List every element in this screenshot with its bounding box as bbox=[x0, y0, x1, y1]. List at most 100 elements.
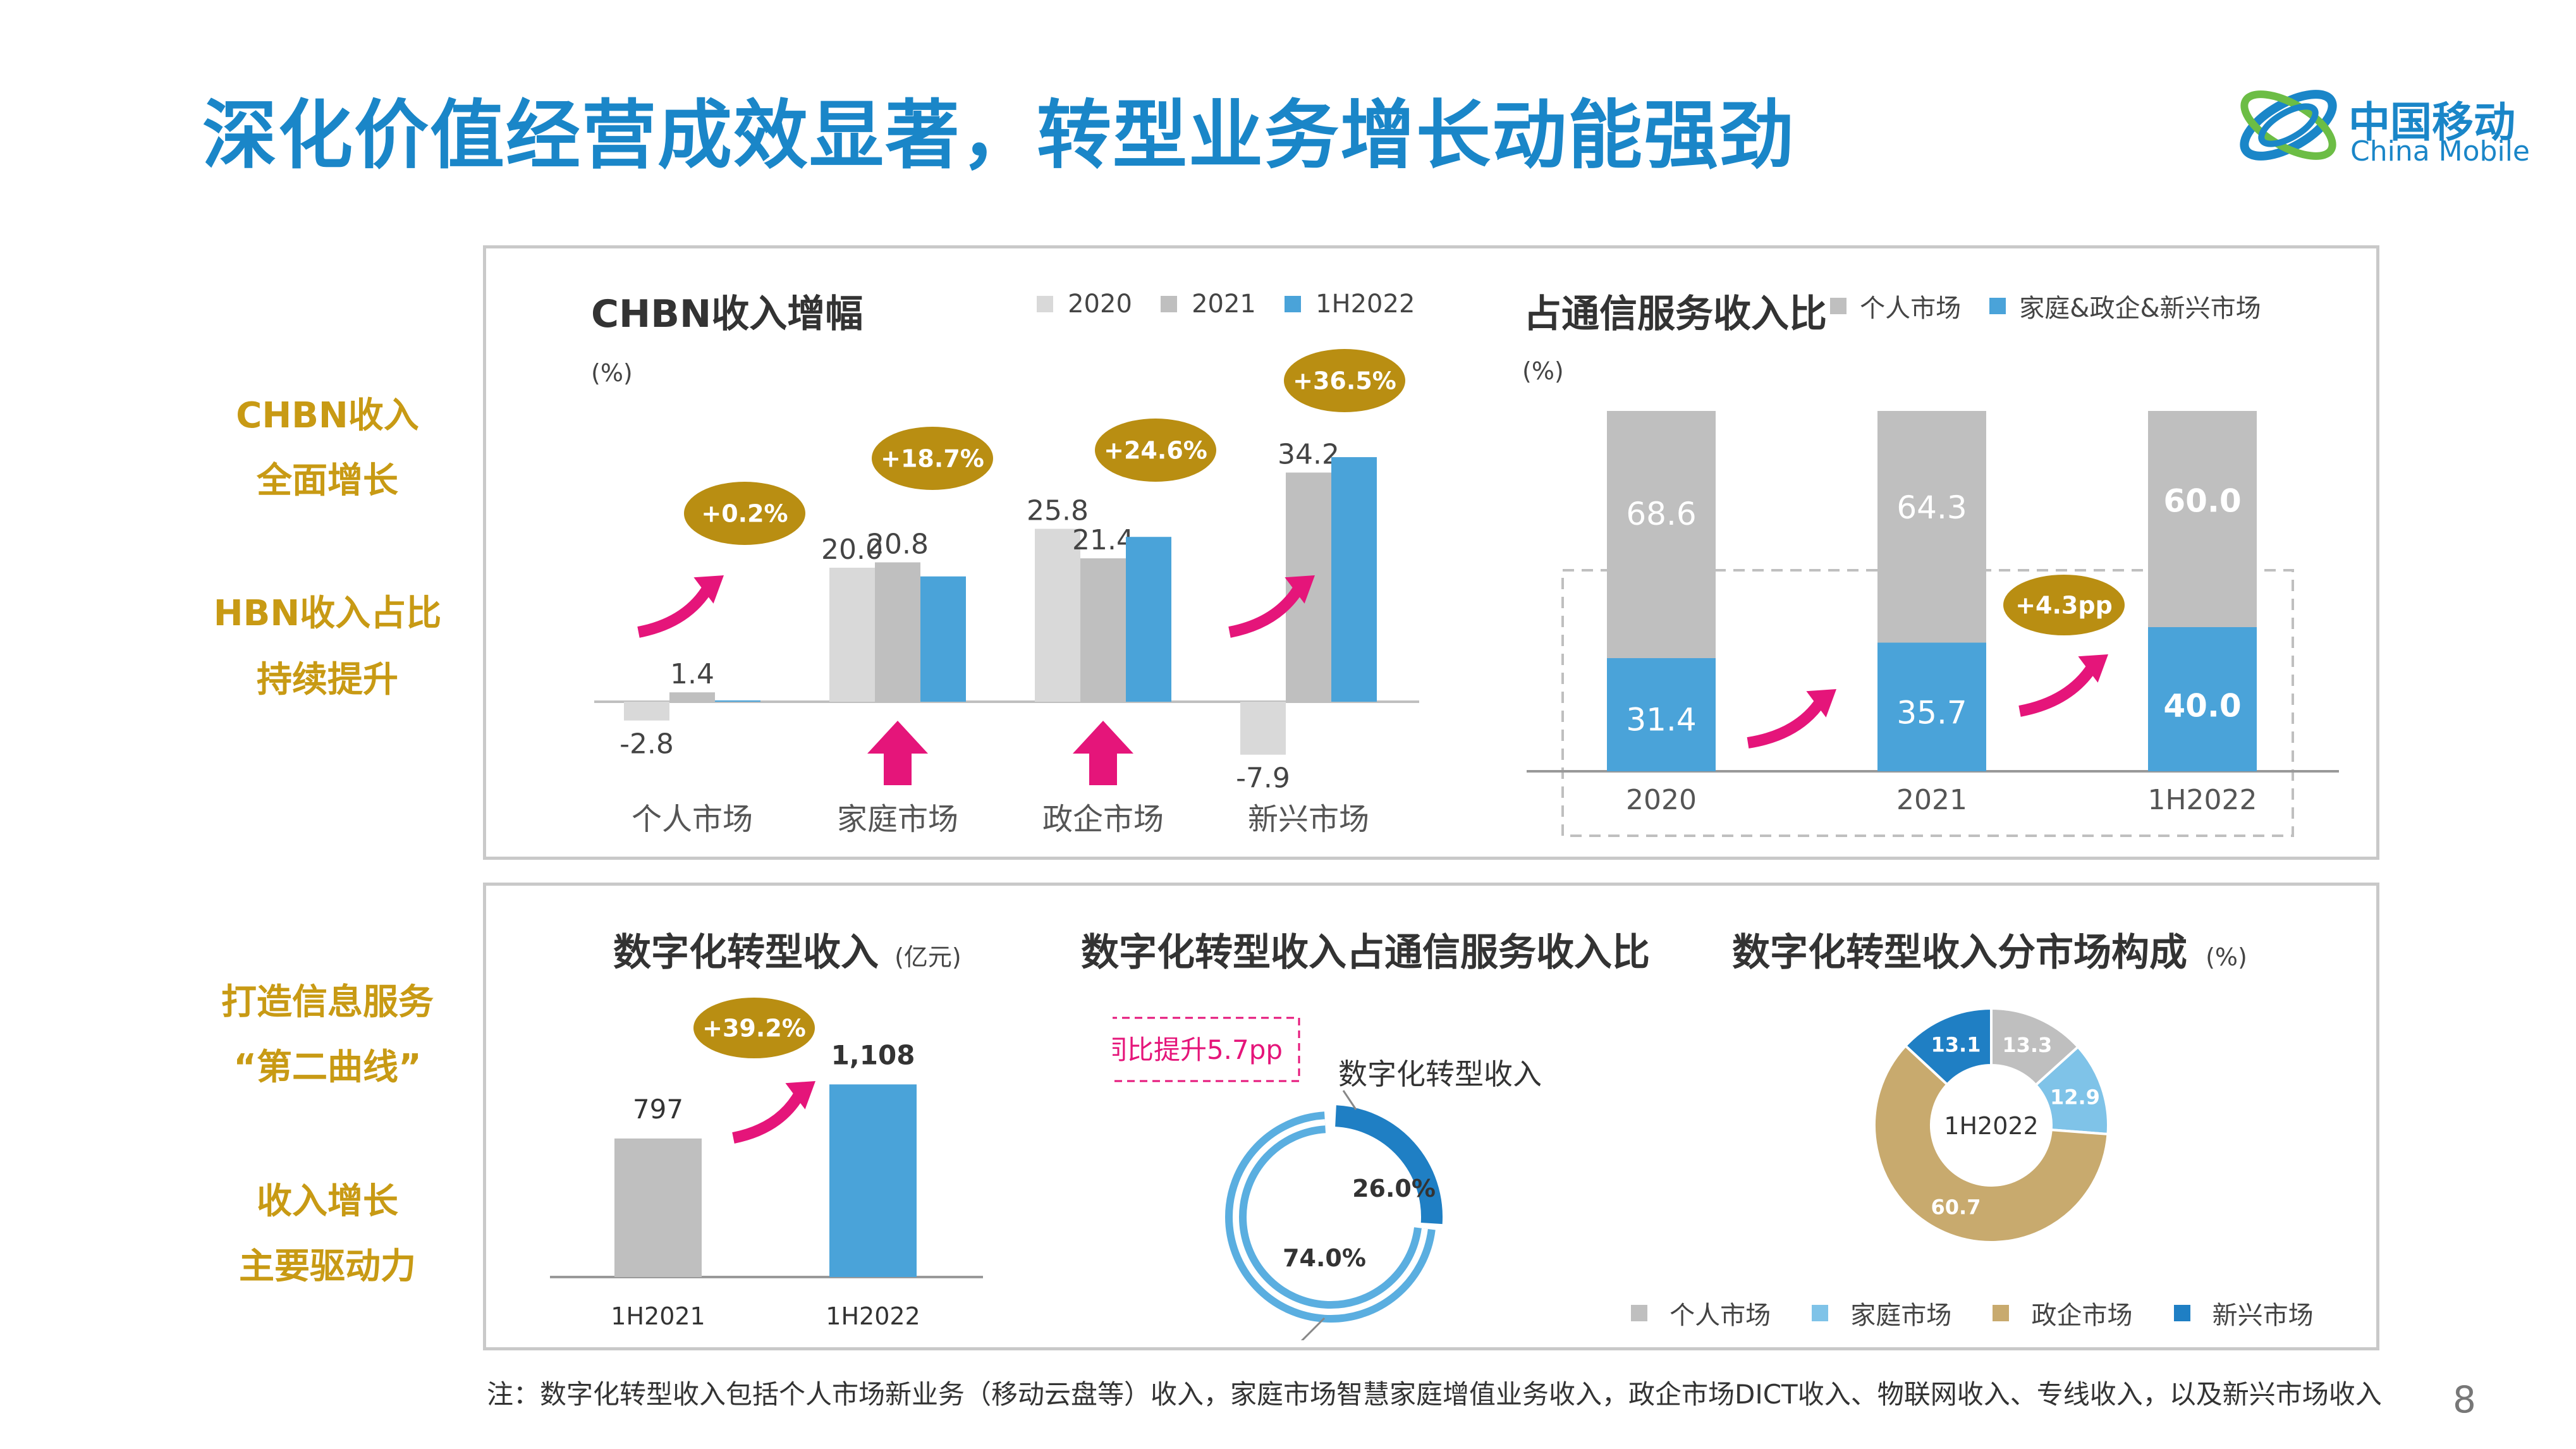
side-label-info-1: 打造信息服务 bbox=[221, 982, 434, 1023]
chbn-curve-arrow-emerging bbox=[1228, 575, 1315, 638]
share-bubble-label: +4.3pp bbox=[2015, 591, 2113, 619]
share-bubble bbox=[2003, 575, 2125, 635]
composition-value-2: 60.7 bbox=[1931, 1195, 1981, 1219]
side-label-hbn-1: HBN收入占比 bbox=[213, 593, 442, 634]
composition-title: 数字化转型收入分市场构成 bbox=[1732, 931, 2187, 975]
composition-legend: 个人市场 家庭市场 政企市场 新兴市场 bbox=[1631, 1295, 2314, 1331]
share-category-0: 2020 bbox=[1626, 784, 1697, 816]
chbn-unit: (%) bbox=[591, 359, 633, 387]
legend-emerging: 新兴市场 bbox=[2212, 1301, 2314, 1330]
chbn-bar-1-0 bbox=[829, 568, 875, 702]
chbn-bar-1-1 bbox=[875, 562, 920, 702]
share-bar-hbn-0 bbox=[1607, 658, 1716, 771]
donut-annotation-box bbox=[1113, 1017, 1300, 1082]
chbn-bar-0-1 bbox=[669, 692, 715, 702]
top-panel bbox=[483, 245, 2379, 860]
digital-category-1: 1H2022 bbox=[826, 1302, 920, 1330]
chbn-bubble-personal-label: +0.2% bbox=[701, 499, 788, 527]
chbn-bar-2-1 bbox=[1080, 558, 1126, 702]
donut-annotation-text: 同比提升5.7pp bbox=[1113, 1034, 1283, 1065]
chbn-category-2: 政企市场 bbox=[1042, 802, 1164, 837]
share-curve-arrow-1 bbox=[1747, 689, 1836, 749]
legend-home: 家庭市场 bbox=[1850, 1301, 1952, 1330]
chbn-chart-title: CHBN收入增幅 bbox=[591, 292, 864, 336]
share-legend: 个人市场 家庭&政企&新兴市场 bbox=[1830, 288, 2261, 324]
chbn-value-0-0: -2.8 bbox=[620, 728, 674, 761]
donut-leader-other bbox=[1300, 1317, 1326, 1340]
side-label-chbn-2: 全面增长 bbox=[257, 460, 398, 501]
chbn-bubble-home-label: +18.7% bbox=[881, 444, 984, 472]
share-unit: (%) bbox=[1522, 357, 1564, 385]
chbn-bar-0-2 bbox=[715, 700, 760, 702]
donut-leader-digital bbox=[1342, 1090, 1357, 1110]
share-curve-arrow-2 bbox=[2018, 654, 2108, 717]
legend-label-2021: 2021 bbox=[1192, 290, 1256, 319]
logo-text-cn: 中国移动 bbox=[2348, 98, 2515, 147]
legend-personal: 个人市场 bbox=[1670, 1301, 1771, 1330]
donut-label-digital: 数字化转型收入 bbox=[1338, 1057, 1542, 1091]
share-value-personal-1: 64.3 bbox=[1896, 489, 1967, 526]
digital-chart-title: 数字化转型收入 bbox=[613, 931, 879, 975]
share-category-1: 2021 bbox=[1896, 784, 1967, 816]
chbn-value-2-0: 25.8 bbox=[1027, 495, 1089, 527]
composition-donut: 13.3 12.9 60.7 13.1 1H2022 bbox=[1873, 1006, 2109, 1244]
composition-value-0: 13.3 bbox=[2002, 1033, 2052, 1057]
share-value-personal-2: 60.0 bbox=[2163, 483, 2241, 520]
chbn-bubble-emerging bbox=[1284, 349, 1405, 412]
chbn-up-arrow-2 bbox=[1073, 721, 1133, 785]
chbn-bubble-enterprise-label: +24.6% bbox=[1104, 436, 1207, 464]
chbn-bar-3-2 bbox=[1331, 457, 1377, 702]
chbn-value-2-1: 21.4 bbox=[1072, 524, 1134, 556]
chbn-bar-2-0 bbox=[1035, 529, 1080, 702]
chbn-bubble-home bbox=[872, 427, 993, 490]
digital-unit: (亿元) bbox=[894, 943, 961, 971]
side-label-chbn-1: CHBN收入 bbox=[236, 395, 419, 436]
composition-unit: (%) bbox=[2206, 943, 2247, 971]
chbn-legend: 2020 2021 1H2022 bbox=[1037, 290, 1415, 319]
digital-bubble bbox=[693, 998, 815, 1058]
share-bar-personal-2 bbox=[2148, 411, 2257, 627]
chbn-value-3-1: 34.2 bbox=[1278, 438, 1340, 470]
chbn-up-arrow-1 bbox=[867, 721, 928, 785]
composition-value-3: 13.1 bbox=[1931, 1033, 1981, 1057]
chbn-value-0-1: 1.4 bbox=[670, 658, 714, 690]
legend-label-personal: 个人市场 bbox=[1860, 294, 1962, 323]
side-label-info-2: “第二曲线” bbox=[233, 1047, 422, 1088]
chbn-category-1: 家庭市场 bbox=[837, 802, 958, 837]
chbn-value-1-1: 20.8 bbox=[867, 529, 929, 561]
digital-bar-0 bbox=[614, 1138, 702, 1277]
chbn-bubble-personal bbox=[684, 482, 805, 545]
digital-chart-title-row: 数字化转型收入 (亿元) bbox=[613, 922, 961, 977]
digital-curve-arrow bbox=[732, 1081, 815, 1144]
donut-digital-arc bbox=[1334, 1105, 1443, 1225]
footnote: 注：数字化转型收入包括个人市场新业务（移动云盘等）收入，家庭市场智慧家庭增值业务… bbox=[487, 1379, 2382, 1410]
digital-share-title: 数字化转型收入占通信服务收入比 bbox=[1081, 931, 1650, 975]
chbn-value-1-0: 20.0 bbox=[821, 534, 883, 566]
legend-label-hbn: 家庭&政企&新兴市场 bbox=[2019, 294, 2261, 323]
share-chart-title: 占通信服务收入比 bbox=[1523, 292, 1827, 336]
composition-center-label: 1H2022 bbox=[1944, 1112, 2038, 1140]
share-value-hbn-1: 35.7 bbox=[1896, 694, 1967, 731]
donut-other-inner bbox=[1233, 1119, 1428, 1315]
chbn-bar-0-0 bbox=[624, 702, 669, 721]
donut-other-value: 74.0% bbox=[1283, 1244, 1366, 1272]
share-category-2: 1H2022 bbox=[2147, 784, 2257, 816]
legend-label-1h2022: 1H2022 bbox=[1315, 290, 1415, 319]
digital-share-donut: 26.0%74.0%数字化转型收入其他同比提升5.7pp bbox=[1113, 1017, 1542, 1340]
digital-bar-1 bbox=[829, 1084, 917, 1277]
share-value-hbn-0: 31.4 bbox=[1626, 701, 1696, 738]
page-title: 深化价值经营成效显著，转型业务增长动能强劲 bbox=[202, 92, 1796, 179]
chbn-bar-1-2 bbox=[920, 576, 966, 702]
digital-category-0: 1H2021 bbox=[611, 1302, 705, 1330]
chbn-curve-arrow-personal bbox=[637, 575, 724, 638]
share-value-personal-0: 68.6 bbox=[1626, 496, 1696, 532]
share-bar-hbn-1 bbox=[1877, 642, 1986, 771]
digital-chart: 797 1H2021 1,108 1H2022 +39.2% bbox=[550, 998, 983, 1330]
digital-bubble-label: +39.2% bbox=[702, 1014, 806, 1042]
share-value-hbn-2: 40.0 bbox=[2163, 687, 2241, 724]
logo-text-en: China Mobile bbox=[2350, 135, 2530, 168]
chbn-category-0: 个人市场 bbox=[632, 802, 753, 837]
chbn-chart: -2.8 1.4 个人市场 20.020.8 家庭市场 25.821.4 政企市场 -7.9 3… bbox=[594, 349, 1419, 837]
side-label-driver-2: 主要驱动力 bbox=[239, 1246, 416, 1287]
chbn-category-3: 新兴市场 bbox=[1248, 802, 1369, 837]
